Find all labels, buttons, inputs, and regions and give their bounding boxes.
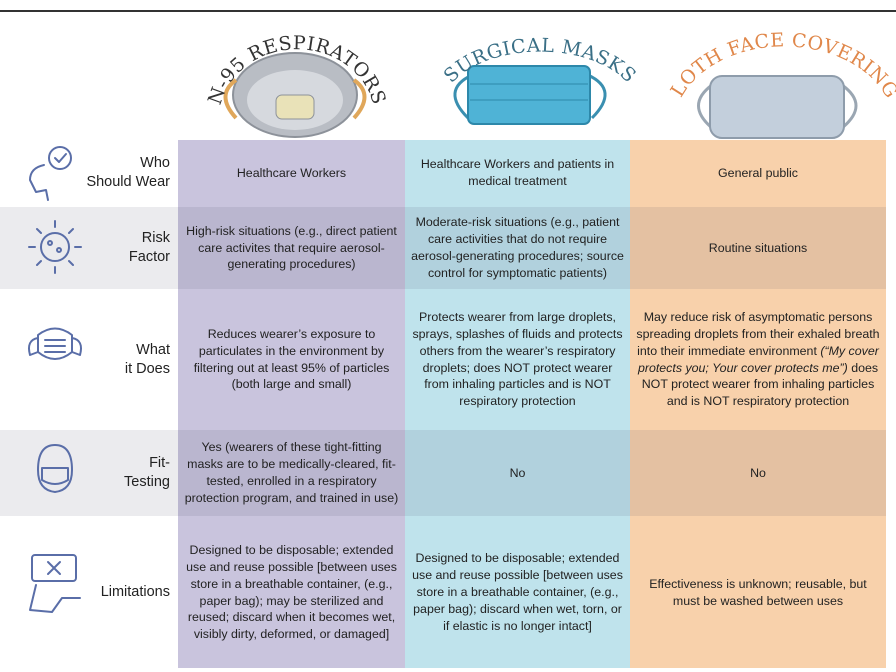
table-cell: Protects wearer from large droplets, spr… xyxy=(405,290,630,429)
row-label-line: Fit- xyxy=(149,455,170,472)
row-label: Fit- Testing xyxy=(85,430,178,516)
cloth-mask xyxy=(697,75,858,139)
cell-text: No xyxy=(509,465,526,480)
row-label-line: Limitations xyxy=(100,584,170,601)
table-cell: May reduce risk of asymptomatic persons … xyxy=(630,290,886,429)
cell-text: Designed to be disposable; extended use … xyxy=(412,551,623,633)
table-cell: Routine situations xyxy=(630,207,886,289)
row-label-line: Testing xyxy=(124,474,170,490)
table-cell: High-risk situations (e.g., direct patie… xyxy=(178,207,405,289)
table-cell: No xyxy=(630,430,886,516)
cell-text: Routine situations xyxy=(708,240,808,255)
cell-text: General public xyxy=(718,165,798,180)
row-label-line: Should Wear xyxy=(86,174,170,190)
cell-text-part: (“My cover protects you; Your cover prot… xyxy=(637,343,879,375)
table-cell: Moderate-risk situations (e.g., patient … xyxy=(405,207,630,289)
table-cell: Yes (wearers of these tight-fitting mask… xyxy=(178,430,405,516)
virus-icon xyxy=(28,220,82,274)
fit-icon xyxy=(37,444,73,493)
cell-text: Yes (wearers of these tight-fitting mask… xyxy=(184,440,399,505)
table-cell: General public xyxy=(630,140,886,206)
cell-text: Effectiveness is unknown; reusable, but … xyxy=(649,576,867,608)
row-label-line: Who xyxy=(140,155,170,172)
cell-text: High-risk situations (e.g., direct patie… xyxy=(186,223,397,272)
row-label: What it Does xyxy=(85,290,178,429)
table-cell: No xyxy=(405,430,630,516)
who-icon xyxy=(29,146,72,201)
cell-text-part: does NOT protect wearer from inhaling pa… xyxy=(641,360,879,409)
n95-column xyxy=(178,140,405,668)
cell-text: Reduces wearer’s exposure to particulate… xyxy=(193,326,390,392)
table-cell: Effectiveness is unknown; reusable, but … xyxy=(630,517,886,668)
table-cell: Designed to be disposable; extended use … xyxy=(178,517,405,668)
row-label-line: Factor xyxy=(128,249,170,265)
limit-icon xyxy=(29,554,81,613)
row-label-line: What xyxy=(136,341,170,358)
row-label: Limitations xyxy=(60,517,178,668)
cell-text: Healthcare Workers xyxy=(236,165,347,180)
cloth-column xyxy=(630,140,886,668)
surgical-column xyxy=(405,140,630,668)
cell-text: No xyxy=(750,465,766,480)
cell-text: May reduce risk of asymptomatic persons … xyxy=(636,309,880,410)
surgical-mask xyxy=(453,65,607,125)
row-shade xyxy=(0,430,886,516)
table-cell: Reduces wearer’s exposure to particulate… xyxy=(178,290,405,429)
cell-text: Moderate-risk situations (e.g., patient … xyxy=(411,215,624,280)
row-label: Who Should Wear xyxy=(85,140,178,206)
table-cell: Designed to be disposable; extended use … xyxy=(405,517,630,668)
cell-text: Protects wearer from large droplets, spr… xyxy=(412,309,623,409)
row-label: Risk Factor xyxy=(85,207,178,289)
row-label-line: it Does xyxy=(124,360,170,377)
cell-text: Designed to be disposable; extended use … xyxy=(186,542,397,642)
n95-mask xyxy=(223,52,367,138)
row-label-line: Risk xyxy=(141,230,170,247)
row-shade xyxy=(0,207,886,289)
table-cell: Healthcare Workers xyxy=(178,140,405,206)
table-cell: Healthcare Workers and patients in medic… xyxy=(405,140,630,206)
cell-text: Healthcare Workers and patients in medic… xyxy=(420,157,615,188)
cell-text-part: May reduce risk of asymptomatic persons … xyxy=(636,309,880,358)
top-rule xyxy=(0,10,896,12)
mask-icon xyxy=(28,327,82,360)
